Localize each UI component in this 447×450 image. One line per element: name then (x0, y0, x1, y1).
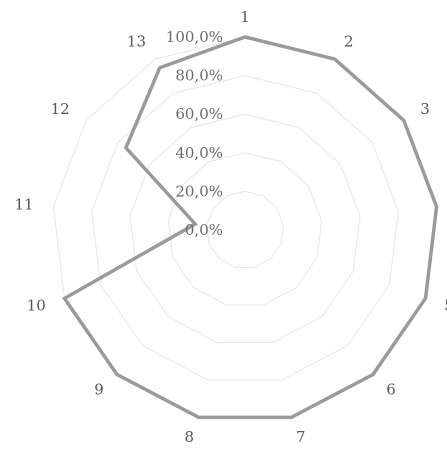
tick-label: 20,0% (175, 182, 223, 200)
category-label: 5 (444, 297, 447, 315)
radar-series (61, 35, 439, 420)
category-label: 1 (240, 8, 250, 26)
category-label: 6 (386, 380, 396, 398)
category-label: 10 (27, 297, 46, 315)
grid-ring (91, 75, 399, 381)
category-label: 8 (184, 428, 194, 446)
tick-label: 60,0% (175, 105, 223, 123)
category-label: 9 (94, 380, 104, 398)
radar-categories: 12345678910111213 (15, 8, 447, 446)
grid-ring (52, 36, 438, 418)
series-line (61, 35, 439, 420)
category-label: 13 (127, 32, 146, 50)
tick-label: 80,0% (175, 67, 223, 85)
category-label: 3 (420, 100, 430, 118)
grid-ring (129, 113, 361, 343)
category-label: 12 (51, 100, 70, 118)
tick-label: 0,0% (185, 221, 223, 239)
radar-ticks: 0,0% 20,0% 40,0% 60,0% 80,0% 100,0% (166, 28, 223, 239)
category-label: 11 (15, 195, 34, 213)
grid-ring (167, 152, 323, 306)
category-label: 2 (344, 32, 354, 50)
tick-label: 40,0% (175, 144, 223, 162)
tick-label: 100,0% (166, 28, 223, 46)
category-label: 7 (296, 428, 306, 446)
radar-grid (52, 36, 438, 418)
grid-ring (206, 190, 284, 268)
